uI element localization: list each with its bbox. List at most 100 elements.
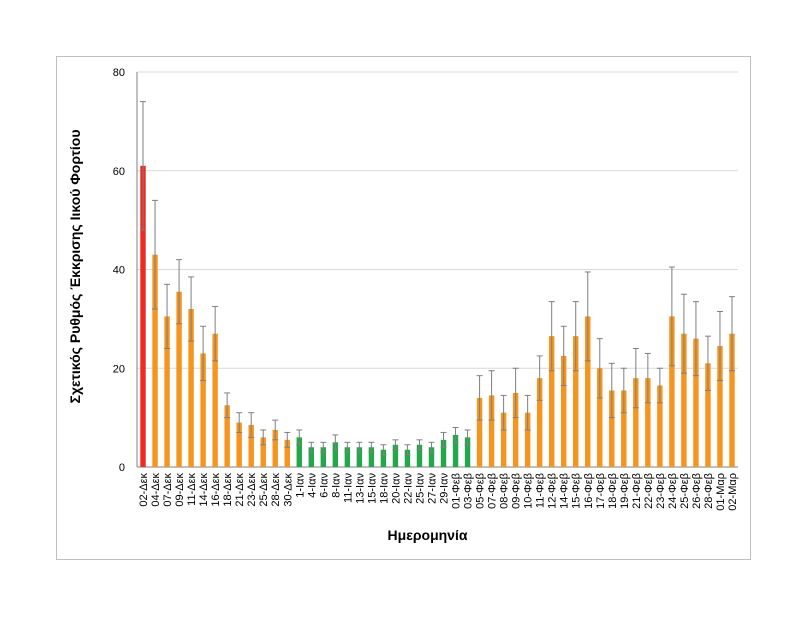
x-tick-label: 14-Φεβ	[559, 473, 571, 509]
bar	[693, 338, 699, 467]
bar	[609, 390, 615, 467]
x-tick-label: 25-Ιαν	[414, 473, 426, 504]
bar	[332, 442, 339, 467]
x-tick-label: 8-Ιαν	[330, 473, 342, 498]
x-tick-label: 11-Ιαν	[342, 473, 354, 503]
bar	[212, 333, 218, 467]
y-tick-label: 40	[113, 265, 125, 277]
x-tick-label: 14-Δεκ	[198, 473, 210, 507]
x-tick-label: 09-Δεκ	[174, 473, 186, 507]
x-tick-label: 18-Δεκ	[222, 473, 234, 507]
bar	[573, 336, 579, 467]
bar	[585, 316, 591, 467]
x-tick-label: 07-Φεβ	[487, 473, 499, 509]
bar	[705, 363, 711, 467]
x-tick-label: 28-Δεκ	[270, 473, 282, 507]
bar	[440, 439, 447, 467]
bar	[488, 395, 495, 467]
bar	[368, 447, 375, 467]
bar	[428, 447, 435, 467]
x-tick-label: 30-Δεκ	[282, 473, 294, 507]
y-tick-label: 0	[119, 462, 125, 474]
x-tick-label: 08-Φεβ	[499, 473, 511, 509]
x-tick-label: 04-Δεκ	[150, 473, 162, 507]
chart-area	[56, 56, 751, 560]
bar	[621, 390, 627, 467]
x-tick-label: 18-Φεβ	[607, 473, 619, 509]
x-tick-label: 24-Φεβ	[667, 473, 679, 509]
x-tick-label: 29-Ιαν	[439, 473, 451, 504]
bar	[512, 392, 519, 467]
x-tick-label: 02-Δεκ	[138, 473, 150, 507]
bar	[260, 437, 266, 467]
x-tick-label: 22-Ιαν	[402, 473, 414, 504]
x-tick-label: 6-Ιαν	[318, 473, 330, 498]
bar	[320, 447, 327, 467]
x-tick-label: 05-Φεβ	[475, 473, 487, 509]
x-tick-label: 15-Φεβ	[571, 473, 583, 509]
bar	[224, 405, 230, 467]
bar	[669, 316, 675, 467]
bar	[717, 346, 723, 467]
bar	[284, 439, 290, 467]
x-tick-label: 07-Δεκ	[162, 473, 174, 507]
x-tick-label: 25-Φεβ	[679, 473, 691, 509]
bar	[392, 444, 399, 467]
bar	[561, 355, 567, 467]
bar	[645, 378, 651, 467]
bar	[140, 165, 146, 467]
x-tick-label: 26-Φεβ	[691, 473, 703, 509]
bar	[152, 254, 158, 467]
x-tick-label: 21-Δεκ	[234, 473, 246, 507]
x-tick-label: 17-Φεβ	[595, 473, 607, 509]
bar	[633, 378, 639, 467]
bar	[548, 336, 555, 467]
bar	[380, 449, 387, 467]
bar	[404, 449, 411, 467]
x-tick-label: 11-Δεκ	[186, 473, 198, 506]
x-tick-label: 09-Φεβ	[511, 473, 523, 509]
x-tick-label: 22-Φεβ	[643, 473, 655, 509]
x-tick-label: 16-Δεκ	[210, 473, 222, 507]
bar	[500, 412, 507, 467]
bar	[272, 429, 278, 467]
x-tick-label: 28-Φεβ	[703, 473, 715, 509]
bar	[344, 447, 351, 467]
y-tick-label: 80	[113, 67, 125, 79]
bar	[416, 444, 423, 467]
bar	[296, 437, 302, 467]
x-tick-label: 18-Ιαν	[378, 473, 390, 504]
x-tick-label: 13-Ιαν	[354, 473, 366, 504]
x-tick-label: 4-Ιαν	[306, 473, 318, 498]
x-tick-label: 01-Μαρ	[715, 473, 727, 511]
x-tick-label: 27-Ιαν	[426, 473, 438, 504]
bar	[536, 378, 543, 467]
bar	[164, 316, 170, 467]
bar	[464, 437, 471, 467]
bar	[176, 291, 182, 467]
bar	[729, 333, 735, 467]
bar	[308, 447, 314, 467]
x-tick-label: 23-Δεκ	[246, 473, 258, 507]
x-tick-label: 25-Δεκ	[258, 473, 270, 507]
x-tick-label: 12-Φεβ	[547, 473, 559, 509]
y-axis-title: Σχετικός Ρυθμός Έκκρισης Ιικού Φορτίου	[67, 130, 83, 404]
x-tick-label: 01-Φεβ	[451, 473, 463, 509]
x-tick-label: 21-Φεβ	[631, 473, 643, 509]
bar	[200, 353, 206, 467]
x-tick-label: 20-Ιαν	[390, 473, 402, 504]
bar	[597, 368, 603, 467]
x-tick-label: 1-Ιαν	[294, 473, 306, 498]
x-tick-label: 19-Φεβ	[619, 473, 631, 509]
x-tick-label: 11-Φεβ	[535, 473, 547, 508]
bar	[356, 447, 363, 467]
bar	[657, 385, 663, 467]
bar	[248, 425, 254, 467]
bar	[476, 397, 483, 467]
x-axis-title: Ημερομηνία	[388, 527, 468, 543]
x-tick-label: 23-Φεβ	[655, 473, 667, 509]
x-tick-label: 10-Φεβ	[523, 473, 535, 509]
bar	[188, 309, 194, 467]
x-tick-label: 03-Φεβ	[463, 473, 475, 509]
